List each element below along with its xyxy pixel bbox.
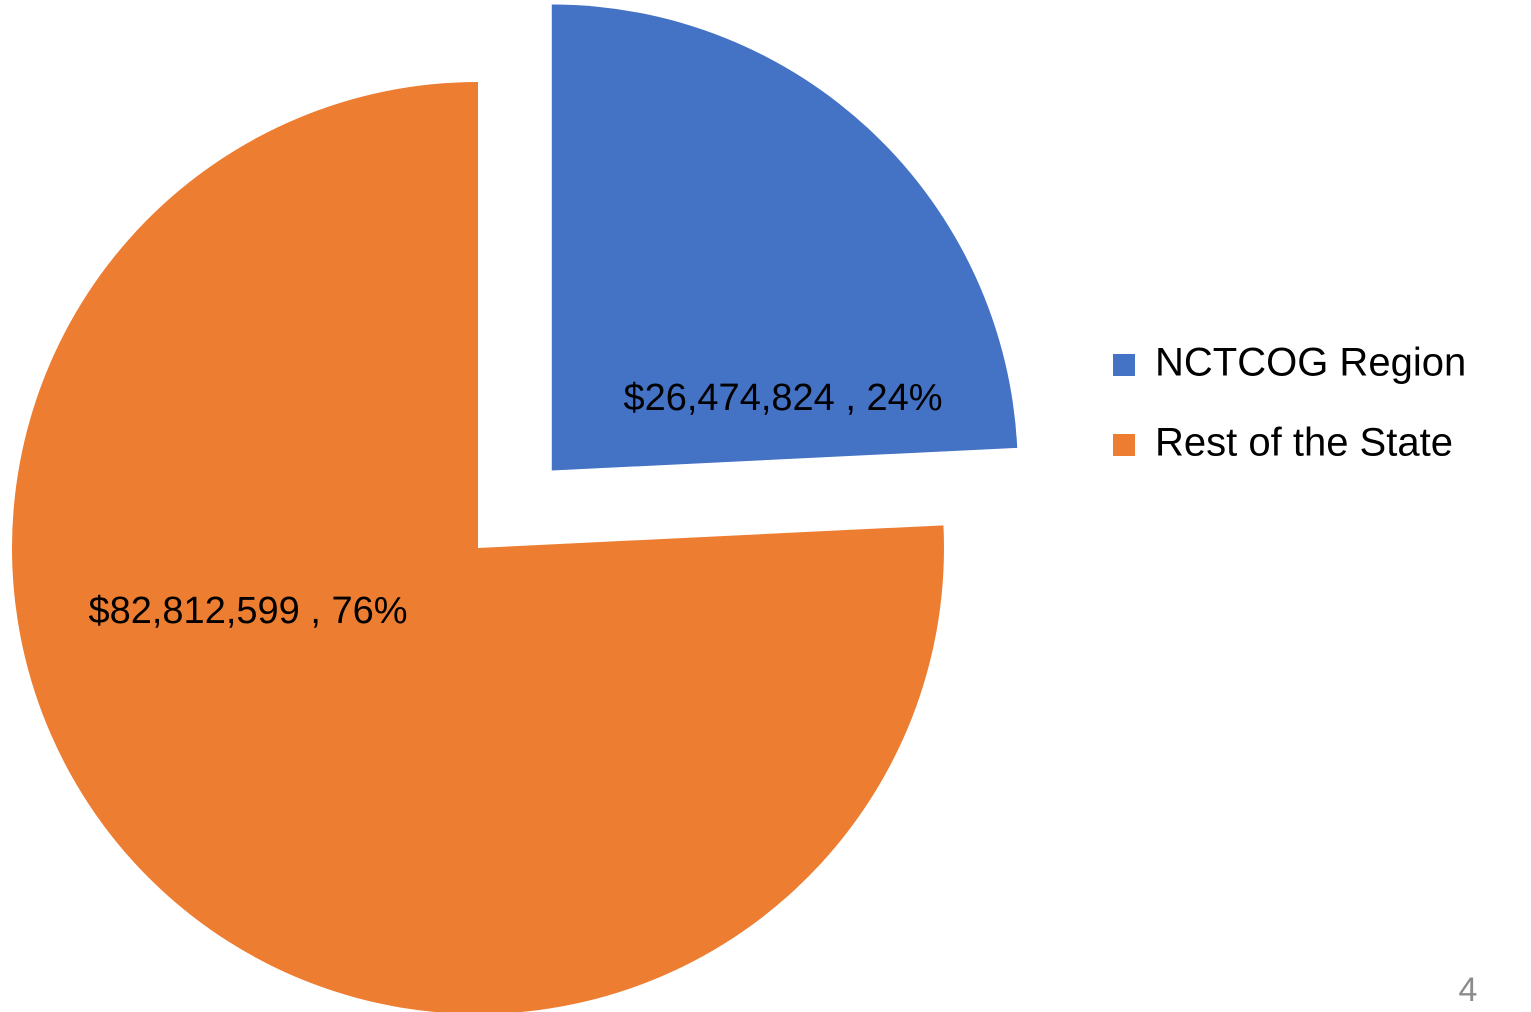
data-label: $26,474,824 , 24% bbox=[623, 377, 942, 419]
legend-swatch bbox=[1113, 434, 1135, 456]
pie-slice bbox=[12, 82, 944, 1012]
legend-label: NCTCOG Region bbox=[1155, 341, 1466, 385]
legend-swatch bbox=[1113, 354, 1135, 376]
legend-label: Rest of the State bbox=[1155, 421, 1453, 465]
page-number: 4 bbox=[1459, 971, 1478, 1009]
pie-slice bbox=[551, 4, 1018, 471]
data-label: $82,812,599 , 76% bbox=[88, 590, 407, 632]
